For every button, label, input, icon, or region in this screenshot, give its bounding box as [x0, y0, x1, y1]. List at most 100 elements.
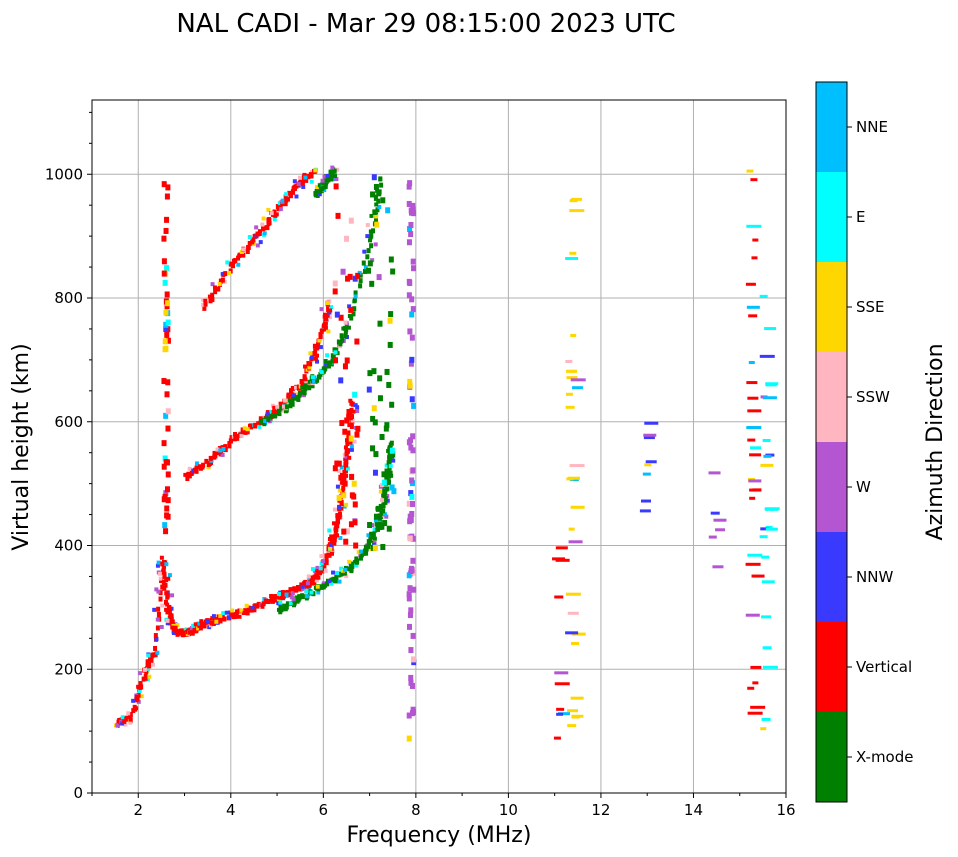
echo-mark — [391, 458, 396, 463]
echo-mark — [349, 423, 354, 429]
echo-mark — [343, 567, 348, 572]
echo-mark — [379, 182, 384, 188]
echo-mark — [343, 468, 348, 474]
echo-mark — [310, 375, 315, 380]
echo-mark — [410, 306, 416, 313]
echo-mark — [229, 612, 234, 617]
echo-mark — [329, 551, 334, 556]
echo-mark — [713, 518, 727, 522]
echo-mark — [388, 256, 394, 263]
echo-mark — [239, 608, 244, 613]
echo-mark — [341, 492, 347, 499]
echo-mark — [201, 302, 206, 307]
echo-mark — [351, 493, 357, 500]
echo-mark — [369, 243, 374, 249]
echo-mark — [315, 346, 320, 351]
plot-frame — [91, 99, 787, 794]
echo-mark — [253, 422, 258, 428]
echo-mark — [245, 610, 250, 616]
echo-mark — [165, 621, 170, 626]
echo-mark — [262, 225, 267, 231]
echo-mark — [384, 368, 390, 375]
echo-mark — [307, 365, 312, 370]
echo-mark — [139, 694, 144, 699]
echo-mark — [570, 641, 579, 645]
echo-mark — [281, 594, 286, 599]
echo-mark — [410, 433, 416, 440]
echo-mark — [363, 265, 368, 270]
x-tick-label: 10 — [499, 801, 518, 819]
echo-mark — [750, 178, 758, 182]
echo-mark — [750, 665, 762, 669]
echo-mark — [316, 569, 321, 574]
echo-mark — [243, 608, 248, 614]
echo-mark — [198, 626, 203, 631]
echo-mark — [407, 518, 413, 525]
echo-mark — [178, 628, 183, 634]
echo-mark — [258, 416, 263, 422]
echo-mark — [164, 216, 170, 223]
echo-mark — [270, 403, 275, 408]
echo-mark — [285, 589, 290, 595]
echo-mark — [555, 546, 568, 550]
echo-mark — [123, 722, 128, 727]
echo-mark — [165, 602, 170, 607]
echo-mark — [328, 360, 333, 365]
echo-mark — [411, 265, 417, 272]
echo-mark — [366, 544, 371, 550]
echo-mark — [391, 488, 397, 495]
echo-mark — [174, 629, 179, 634]
echo-mark — [166, 576, 171, 581]
echo-mark — [330, 165, 335, 170]
echo-mark — [345, 275, 351, 282]
echo-mark — [329, 534, 334, 539]
echo-mark — [385, 486, 390, 492]
echo-mark — [344, 462, 349, 468]
echo-mark — [377, 395, 383, 402]
echo-mark — [343, 334, 348, 339]
echo-mark — [765, 507, 779, 511]
echo-mark — [247, 240, 252, 246]
echo-mark — [762, 396, 777, 400]
echo-mark — [751, 256, 758, 260]
echo-mark — [370, 258, 375, 263]
echo-mark — [332, 540, 337, 546]
echo-mark — [410, 709, 416, 716]
echo-mark — [218, 278, 223, 284]
echo-mark — [565, 392, 573, 396]
echo-mark — [164, 486, 170, 493]
echo-mark — [352, 299, 357, 304]
echo-mark — [350, 564, 355, 569]
echo-mark — [361, 260, 366, 266]
echo-mark — [218, 613, 223, 618]
echo-mark — [302, 172, 307, 177]
echo-mark — [321, 181, 326, 186]
echo-mark — [160, 603, 165, 608]
echo-mark — [554, 671, 569, 675]
echo-mark — [349, 566, 354, 572]
echo-mark — [210, 282, 215, 287]
echo-mark — [408, 607, 414, 614]
echo-mark — [408, 674, 414, 681]
echo-mark — [161, 378, 167, 385]
echo-mark — [763, 454, 772, 458]
echo-mark — [313, 192, 318, 198]
echo-mark — [272, 209, 277, 215]
echo-mark — [569, 251, 577, 255]
echo-mark — [362, 550, 367, 555]
echo-mark — [300, 584, 305, 589]
echo-mark — [373, 451, 379, 458]
echo-mark — [323, 362, 328, 367]
echo-mark — [197, 621, 202, 626]
echo-mark — [351, 409, 356, 414]
echo-mark — [165, 609, 170, 615]
echo-mark — [206, 465, 211, 470]
echo-mark — [313, 168, 318, 173]
echo-mark — [644, 463, 652, 467]
echo-mark — [319, 370, 324, 375]
echo-mark — [385, 494, 390, 499]
echo-mark — [296, 182, 301, 187]
echo-mark — [288, 601, 293, 606]
echo-mark — [191, 623, 196, 628]
echo-mark — [227, 270, 232, 275]
